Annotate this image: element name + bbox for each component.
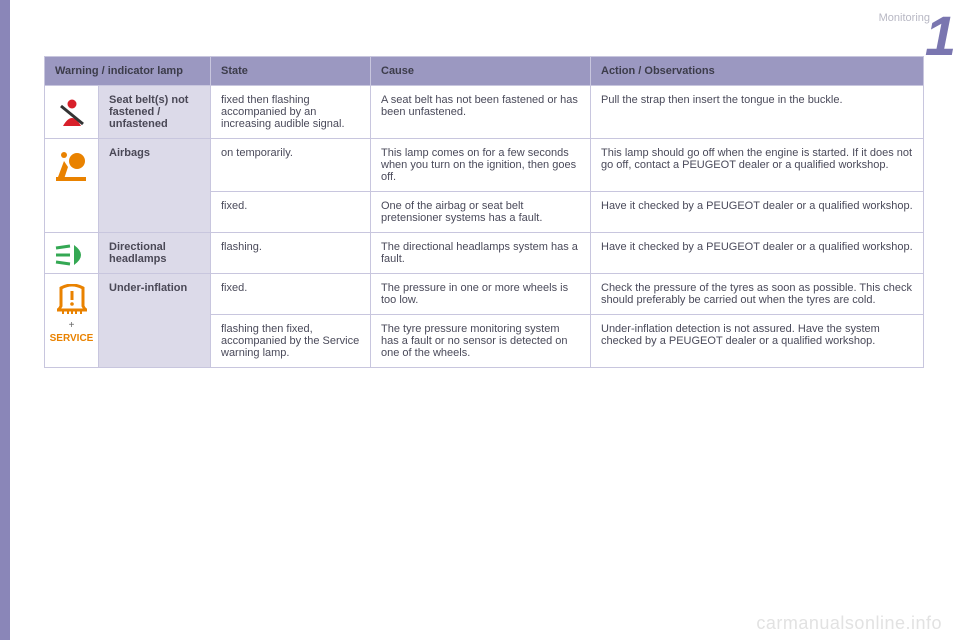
warning-table: Warning / indicator lamp State Cause Act… — [44, 56, 924, 368]
underinflation-state2: flashing then fixed, accompanied by the … — [211, 315, 371, 368]
table-row: Seat belt(s) not fastened / unfastened f… — [45, 86, 924, 139]
underinflation-icon-cell: + SERVICE — [45, 274, 99, 368]
table-header-row: Warning / indicator lamp State Cause Act… — [45, 57, 924, 86]
airbags-action2: Have it checked by a PEUGEOT dealer or a… — [591, 192, 924, 233]
left-accent-bar — [0, 0, 10, 640]
headlamps-action: Have it checked by a PEUGEOT dealer or a… — [591, 233, 924, 274]
airbags-name: Airbags — [99, 139, 211, 233]
airbags-state1: on temporarily. — [211, 139, 371, 192]
airbag-icon-cell — [45, 139, 99, 233]
headlamp-icon-cell — [45, 233, 99, 274]
headlamp-icon — [54, 243, 90, 267]
seatbelt-cause: A seat belt has not been fastened or has… — [371, 86, 591, 139]
airbags-state2: fixed. — [211, 192, 371, 233]
watermark: carmanualsonline.info — [756, 613, 942, 634]
warning-table-container: Warning / indicator lamp State Cause Act… — [44, 56, 924, 368]
underinflation-action1: Check the pressure of the tyres as soon … — [591, 274, 924, 315]
underinflation-state1: fixed. — [211, 274, 371, 315]
table-row: Airbags on temporarily. This lamp comes … — [45, 139, 924, 192]
table-row: + SERVICE Under-inflation fixed. The pre… — [45, 274, 924, 315]
seatbelt-name: Seat belt(s) not fastened / unfastened — [99, 86, 211, 139]
section-label: Monitoring — [879, 12, 930, 24]
seatbelt-icon — [55, 96, 89, 130]
chapter-number: 1 — [925, 8, 956, 64]
airbag-icon — [54, 149, 90, 183]
airbags-cause2: One of the airbag or seat belt pretensio… — [371, 192, 591, 233]
col-warning: Warning / indicator lamp — [45, 57, 211, 86]
underinflation-name: Under-inflation — [99, 274, 211, 368]
table-row: Directional headlamps flashing. The dire… — [45, 233, 924, 274]
service-lamp-label: SERVICE — [47, 333, 96, 344]
underinflation-cause2: The tyre pressure monitoring system has … — [371, 315, 591, 368]
headlamps-state: flashing. — [211, 233, 371, 274]
tyre-pressure-icon — [55, 284, 89, 314]
airbags-cause1: This lamp comes on for a few seconds whe… — [371, 139, 591, 192]
airbags-action1: This lamp should go off when the engine … — [591, 139, 924, 192]
underinflation-action2: Under-inflation detection is not assured… — [591, 315, 924, 368]
seatbelt-action: Pull the strap then insert the tongue in… — [591, 86, 924, 139]
headlamps-name: Directional headlamps — [99, 233, 211, 274]
col-action: Action / Observations — [591, 57, 924, 86]
seatbelt-icon-cell — [45, 86, 99, 139]
col-state: State — [211, 57, 371, 86]
plus-symbol: + — [47, 320, 96, 331]
underinflation-cause1: The pressure in one or more wheels is to… — [371, 274, 591, 315]
headlamps-cause: The directional headlamps system has a f… — [371, 233, 591, 274]
seatbelt-state: fixed then flashing accompanied by an in… — [211, 86, 371, 139]
col-cause: Cause — [371, 57, 591, 86]
